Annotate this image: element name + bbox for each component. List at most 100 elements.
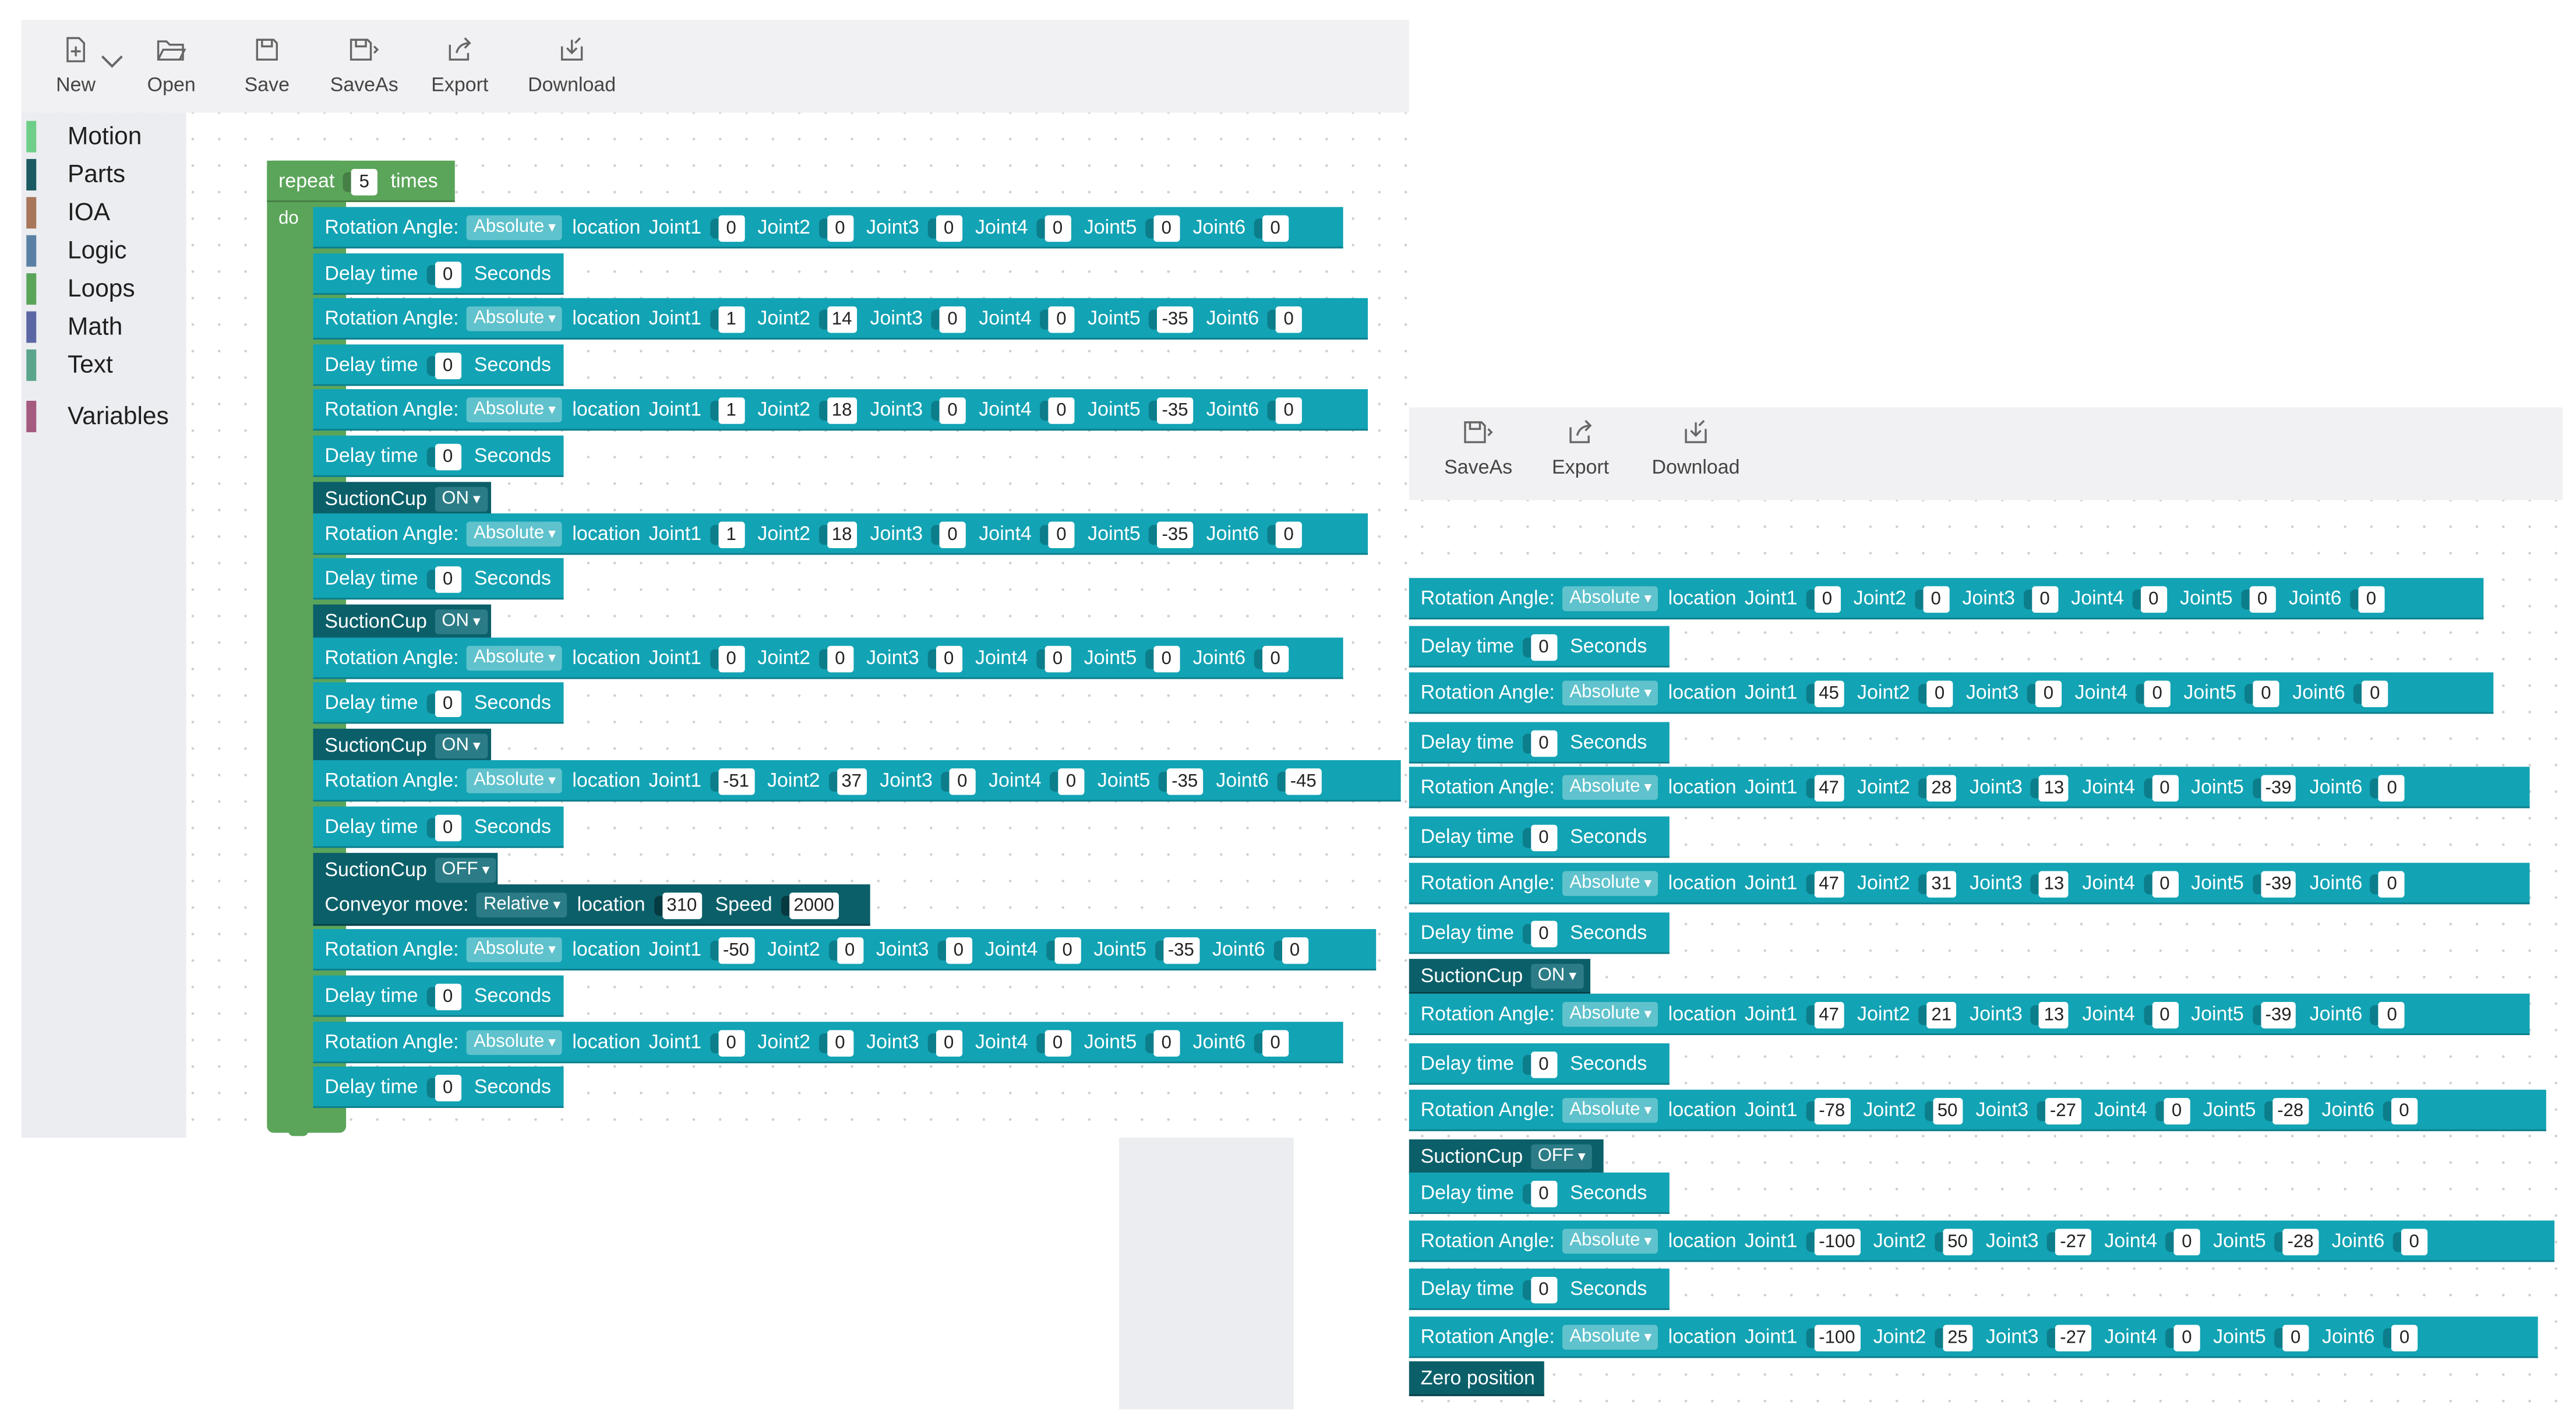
joint1-field[interactable]: -100 [1805, 1324, 1861, 1351]
joint2-field[interactable]: 0 [818, 215, 853, 242]
delay-time-block[interactable]: Delay time 0 Seconds [1409, 1268, 1670, 1310]
delay-time-block[interactable]: Delay time 0 Seconds [1409, 722, 1670, 764]
delay-time-block[interactable]: Delay time 0 Seconds [313, 1066, 564, 1108]
joint3-field[interactable]: 0 [927, 215, 962, 242]
joint3-field[interactable]: 0 [931, 397, 966, 424]
rotation-angle-block[interactable]: Rotation Angle: Absolute location Joint1 47 J… [1409, 863, 2530, 905]
joint2-field[interactable]: 0 [1914, 585, 1949, 613]
joint4-field[interactable]: 0 [2165, 1229, 2200, 1255]
joint3-field[interactable]: 0 [927, 645, 962, 672]
joint6-field[interactable]: 0 [2370, 870, 2405, 898]
joint5-field[interactable]: -39 [2252, 775, 2297, 802]
joint4-field[interactable]: 0 [2165, 1324, 2200, 1351]
joint5-field[interactable]: 0 [2274, 1324, 2309, 1351]
suction-state-dropdown[interactable]: OFF [435, 858, 496, 884]
delay-seconds-field[interactable]: 0 [426, 352, 461, 379]
rotation-angle-block[interactable]: Rotation Angle: Absolute location Joint1 0 Jo… [313, 207, 1343, 249]
repeat-count-field[interactable]: 5 [343, 168, 377, 195]
joint4-field[interactable]: 0 [1036, 215, 1071, 242]
joint5-field[interactable]: 0 [1145, 645, 1180, 672]
delay-seconds-field[interactable]: 0 [1522, 634, 1557, 661]
right-export-button[interactable]: Export [1547, 419, 1613, 479]
joint5-field[interactable]: -35 [1155, 937, 1199, 964]
delay-time-block[interactable]: Delay time 0 Seconds [313, 558, 564, 600]
mode-dropdown[interactable]: Absolute [1563, 1325, 1658, 1350]
joint6-field[interactable]: 0 [2383, 1324, 2418, 1351]
right-download-button[interactable]: Download [1646, 419, 1745, 479]
suction-cup-block[interactable]: SuctionCup OFF [1409, 1139, 1604, 1174]
rotation-angle-block[interactable]: Rotation Angle: Absolute location Joint1 47 J… [1409, 767, 2530, 809]
rotation-angle-block[interactable]: Rotation Angle: Absolute location Joint1 -50… [313, 929, 1377, 970]
joint3-field[interactable]: 13 [2030, 1001, 2069, 1029]
delay-time-block[interactable]: Delay time 0 Seconds [313, 435, 564, 477]
joint4-field[interactable]: 0 [1040, 521, 1075, 548]
suction-cup-block[interactable]: SuctionCup ON [313, 482, 492, 517]
joint3-field[interactable]: -27 [2046, 1324, 2091, 1351]
rotation-angle-block[interactable]: Rotation Angle: Absolute location Joint1 47 J… [1409, 993, 2530, 1035]
delay-seconds-field[interactable]: 0 [426, 261, 461, 288]
joint4-field[interactable]: 0 [1040, 306, 1075, 333]
joint2-field[interactable]: 18 [818, 397, 857, 424]
joint3-field[interactable]: 0 [2027, 680, 2062, 707]
joint2-field[interactable]: 14 [818, 306, 857, 333]
rotation-angle-block[interactable]: Rotation Angle: Absolute location Joint1 0 Jo… [313, 1022, 1343, 1064]
joint4-field[interactable]: 0 [2132, 585, 2167, 613]
suction-cup-block[interactable]: SuctionCup ON [313, 728, 492, 764]
rotation-angle-block[interactable]: Rotation Angle: Absolute location Joint1 0 Jo… [313, 637, 1343, 679]
rotation-angle-block[interactable]: Rotation Angle: Absolute location Joint1 0 Jo… [1409, 578, 2484, 620]
suction-state-dropdown[interactable]: ON [435, 610, 488, 635]
rotation-angle-block[interactable]: Rotation Angle: Absolute location Joint1 -10… [1409, 1220, 2554, 1262]
mode-dropdown[interactable]: Absolute [467, 646, 563, 672]
open-button[interactable]: Open [142, 37, 201, 96]
joint6-field[interactable]: 0 [1267, 306, 1302, 333]
joint4-field[interactable]: 0 [1036, 645, 1071, 672]
rotation-angle-block[interactable]: Rotation Angle: Absolute location Joint1 -51… [313, 760, 1401, 802]
joint4-field[interactable]: 0 [1046, 937, 1081, 964]
joint6-field[interactable]: 0 [2392, 1229, 2427, 1255]
joint2-field[interactable]: 0 [828, 937, 863, 964]
joint1-field[interactable]: 47 [1805, 1001, 1844, 1029]
joint4-field[interactable]: 0 [2143, 775, 2178, 802]
joint1-field[interactable]: -50 [710, 937, 754, 964]
delay-time-block[interactable]: Delay time 0 Seconds [313, 253, 564, 295]
joint3-field[interactable]: 13 [2030, 775, 2069, 802]
joint2-field[interactable]: 0 [818, 1029, 853, 1057]
mode-dropdown[interactable]: Absolute [467, 216, 563, 241]
joint4-field[interactable]: 0 [2143, 870, 2178, 898]
joint2-field[interactable]: 50 [1924, 1097, 1963, 1124]
save-button[interactable]: Save [239, 37, 295, 96]
joint2-field[interactable]: 0 [1918, 680, 1953, 707]
mode-dropdown[interactable]: Absolute [1563, 871, 1658, 896]
conveyor-location-field[interactable]: 310 [653, 892, 702, 919]
delay-time-block[interactable]: Delay time 0 Seconds [1409, 626, 1670, 668]
mode-dropdown[interactable]: Absolute [467, 1030, 563, 1056]
suction-cup-block[interactable]: SuctionCup ON [313, 604, 492, 640]
joint6-field[interactable]: 0 [1254, 645, 1289, 672]
conveyor-speed-field[interactable]: 2000 [780, 892, 839, 919]
joint2-field[interactable]: 50 [1934, 1229, 1973, 1255]
joint3-field[interactable]: 0 [2023, 585, 2058, 613]
joint1-field[interactable]: 45 [1805, 680, 1844, 707]
joint1-field[interactable]: 1 [710, 397, 744, 424]
mode-dropdown[interactable]: Absolute [1563, 681, 1658, 707]
mode-dropdown[interactable]: Absolute [1563, 775, 1658, 801]
mode-dropdown[interactable]: Absolute [1563, 1098, 1658, 1124]
delay-time-block[interactable]: Delay time 0 Seconds [1409, 912, 1670, 954]
joint5-field[interactable]: 0 [2245, 680, 2279, 707]
joint5-field[interactable]: -35 [1148, 521, 1194, 548]
joint1-field[interactable]: -78 [1805, 1097, 1850, 1124]
delay-seconds-field[interactable]: 0 [1522, 1180, 1557, 1208]
suction-cup-block[interactable]: SuctionCup ON [1409, 959, 1590, 994]
joint6-field[interactable]: 0 [1273, 937, 1308, 964]
mode-dropdown[interactable]: Absolute [1563, 587, 1658, 612]
joint5-field[interactable]: -28 [2274, 1229, 2319, 1255]
new-dropdown-button[interactable] [99, 53, 125, 79]
joint5-field[interactable]: -39 [2252, 870, 2297, 898]
delay-time-block[interactable]: Delay time 0 Seconds [313, 344, 564, 386]
delay-seconds-field[interactable]: 0 [1522, 730, 1557, 757]
joint1-field[interactable]: 1 [710, 306, 744, 333]
suction-state-dropdown[interactable]: ON [435, 734, 488, 760]
joint2-field[interactable]: 37 [828, 768, 867, 795]
joint6-field[interactable]: 0 [1267, 521, 1302, 548]
joint1-field[interactable]: 47 [1805, 870, 1844, 898]
